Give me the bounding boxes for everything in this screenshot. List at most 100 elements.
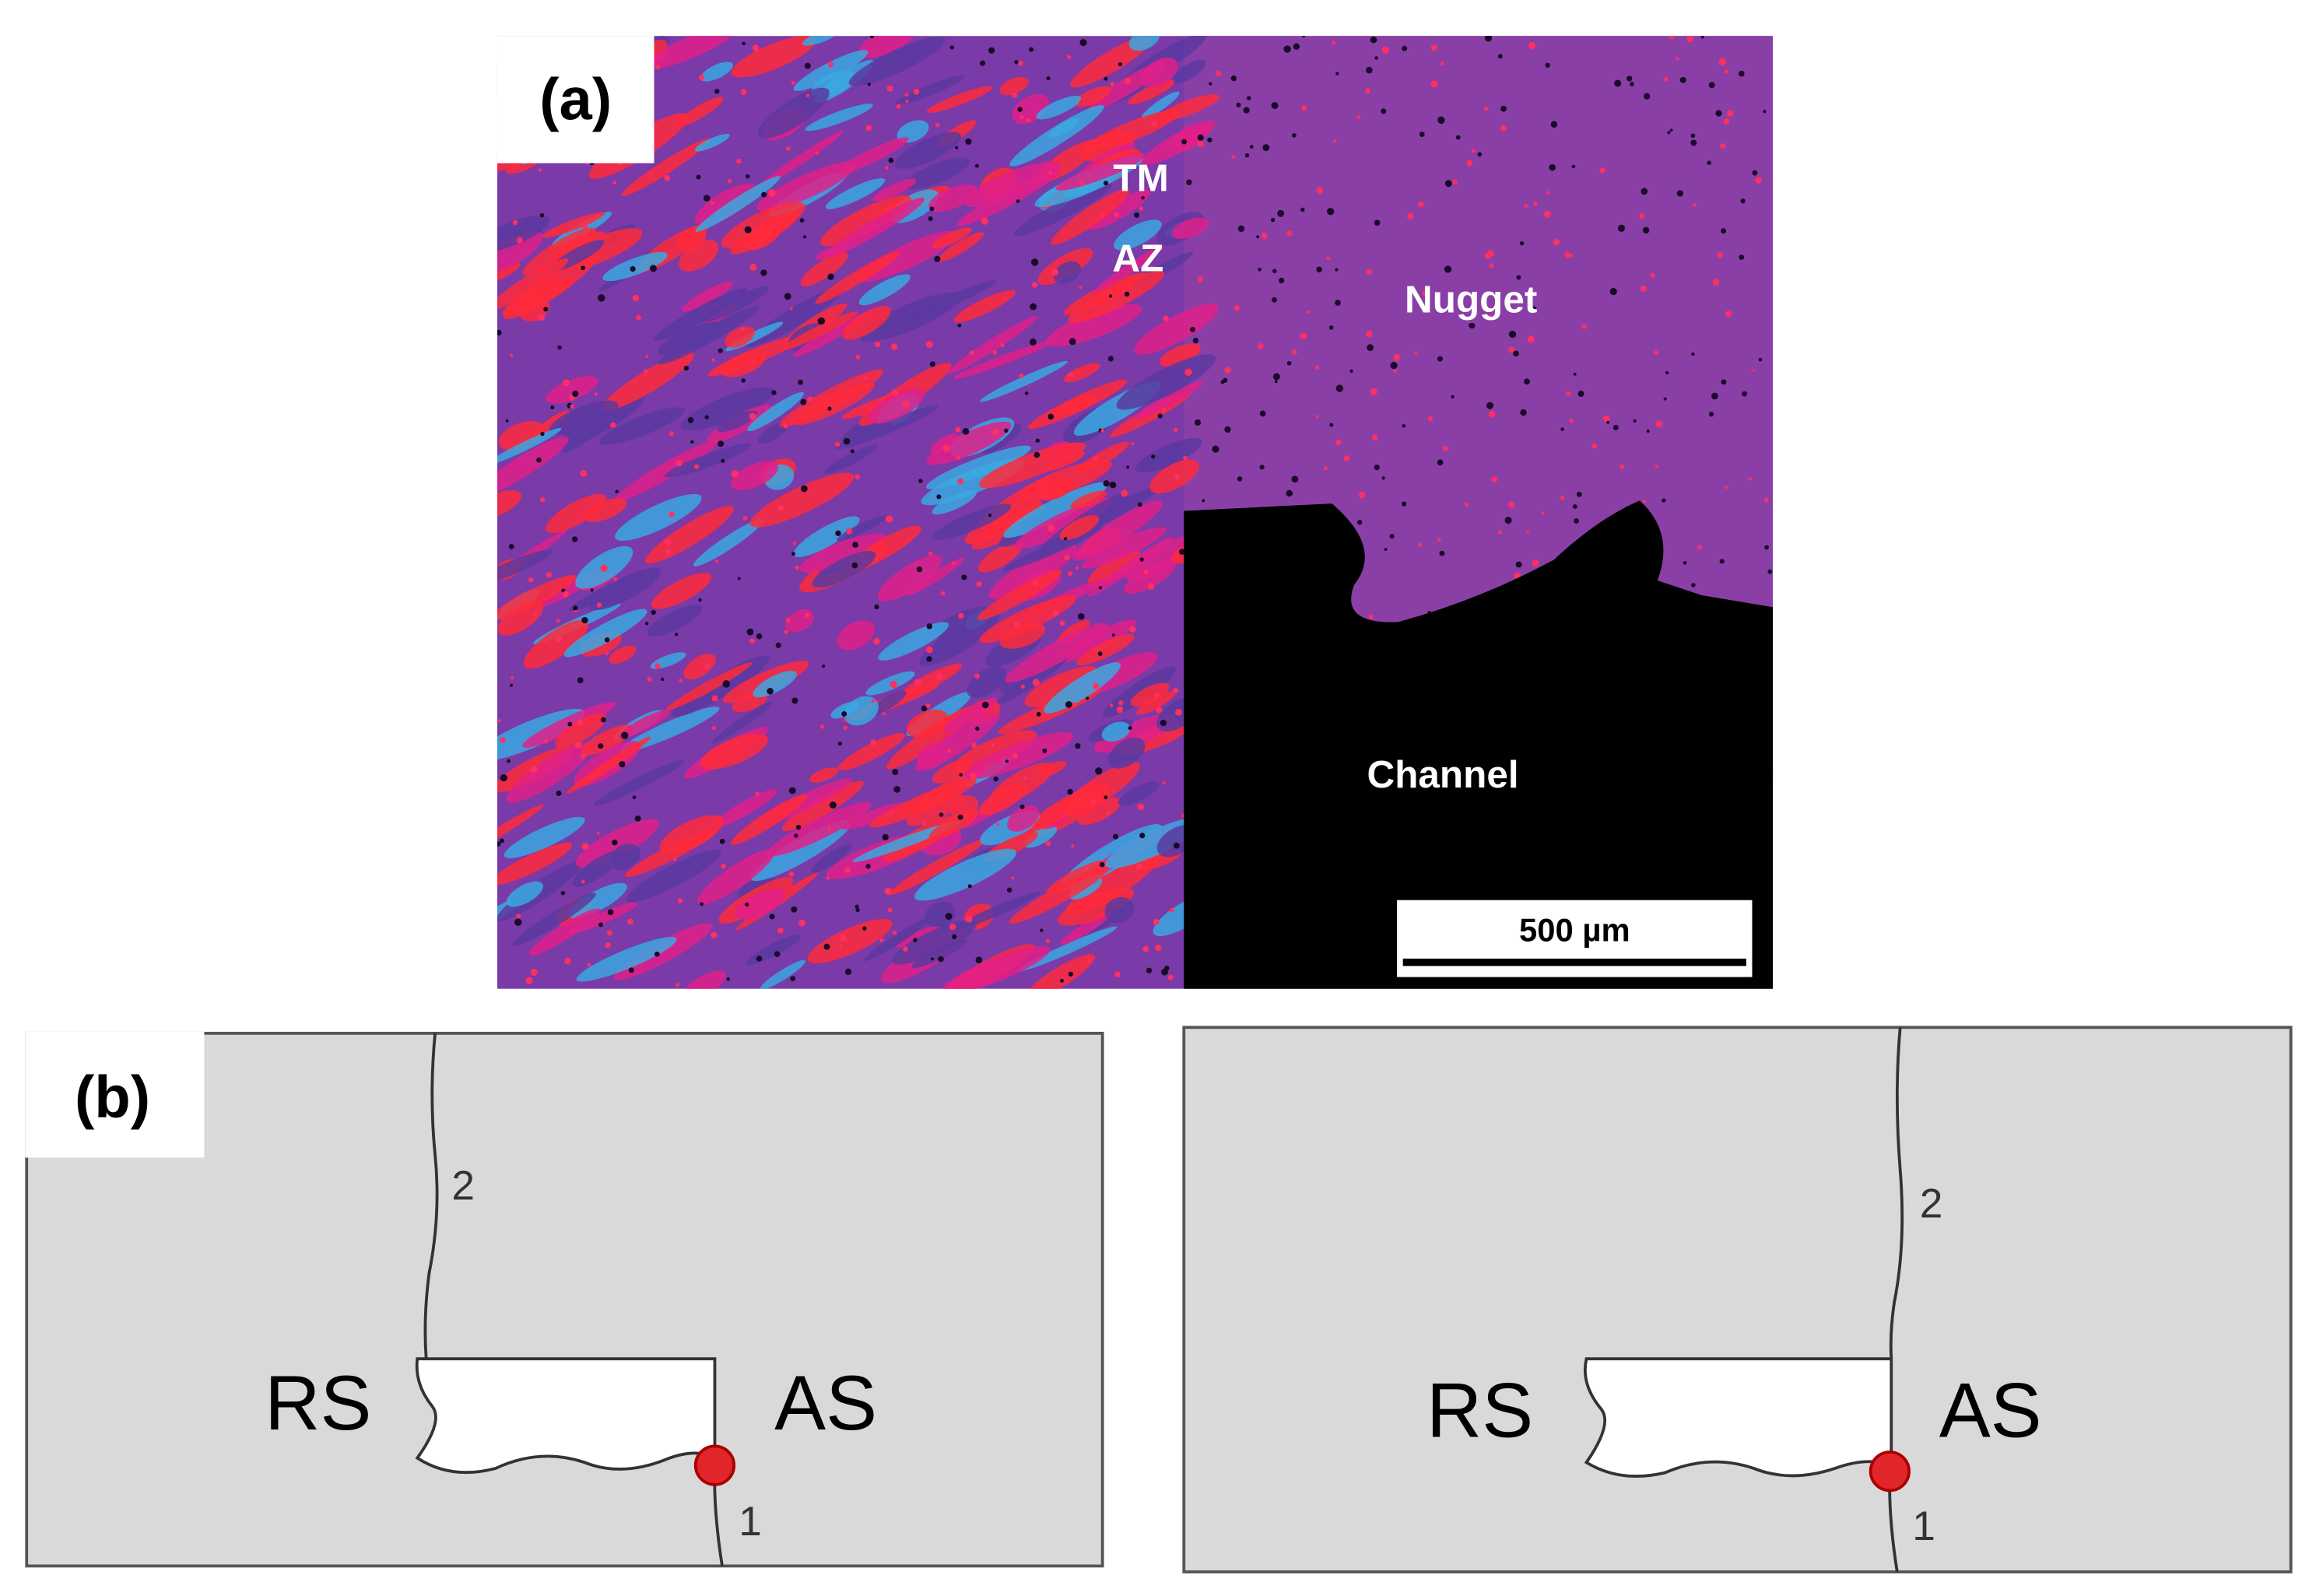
grain xyxy=(1049,118,1079,138)
grain xyxy=(1067,270,1165,324)
speck xyxy=(1541,511,1544,515)
speck xyxy=(1707,160,1711,165)
speck xyxy=(647,677,652,682)
grain xyxy=(664,443,752,478)
plate xyxy=(25,1031,1104,1568)
grain xyxy=(1036,760,1067,777)
speck xyxy=(958,612,964,619)
speck xyxy=(821,664,826,668)
speck xyxy=(827,273,834,280)
grain xyxy=(555,713,607,749)
speck xyxy=(1190,327,1195,332)
speck xyxy=(1067,570,1073,577)
speck xyxy=(1683,561,1687,565)
grain xyxy=(716,410,758,433)
speck xyxy=(1274,380,1278,384)
speck xyxy=(1013,620,1021,628)
speck xyxy=(768,189,776,197)
path-number: 1 xyxy=(1912,1503,1935,1549)
grain xyxy=(937,232,984,262)
grain xyxy=(562,430,593,453)
speck xyxy=(1484,106,1489,111)
speck xyxy=(1374,219,1381,226)
speck xyxy=(654,663,661,669)
speck xyxy=(1520,409,1527,416)
speck xyxy=(1183,455,1188,461)
speck xyxy=(855,907,860,913)
speck xyxy=(598,294,605,302)
speck xyxy=(740,327,746,331)
speck xyxy=(540,431,545,437)
speck xyxy=(1143,570,1149,575)
speck xyxy=(665,549,672,555)
speck xyxy=(1139,557,1144,562)
speck xyxy=(975,726,980,731)
speck xyxy=(1286,230,1293,237)
speck xyxy=(851,562,858,569)
speck xyxy=(1500,105,1507,112)
speck xyxy=(925,341,933,349)
grain xyxy=(583,498,627,522)
speck xyxy=(1224,426,1231,433)
grain xyxy=(1075,86,1111,107)
speck xyxy=(570,404,575,409)
speck xyxy=(1640,188,1648,195)
grain xyxy=(676,96,724,128)
speck xyxy=(892,769,899,776)
speck xyxy=(1691,583,1696,588)
speck xyxy=(771,390,777,395)
speck xyxy=(1370,36,1377,44)
speck xyxy=(1292,133,1297,138)
speck xyxy=(871,699,876,703)
speck xyxy=(845,868,850,872)
speck xyxy=(1209,82,1212,86)
speck xyxy=(606,930,612,936)
speck xyxy=(649,265,657,272)
speck xyxy=(777,505,784,511)
speck xyxy=(1052,610,1059,617)
speck xyxy=(581,223,588,230)
speck xyxy=(672,857,677,861)
speck xyxy=(1197,134,1204,141)
grain xyxy=(932,227,972,248)
speck xyxy=(1173,687,1179,693)
speck xyxy=(1437,356,1444,362)
speck xyxy=(1546,191,1549,195)
speck xyxy=(903,946,908,952)
grain xyxy=(844,696,879,726)
grain xyxy=(793,516,860,557)
speck xyxy=(632,795,637,800)
speck xyxy=(1068,971,1074,977)
speck xyxy=(1101,213,1105,217)
speck xyxy=(879,938,884,942)
speck xyxy=(1374,56,1378,60)
grain xyxy=(1107,737,1146,769)
speck xyxy=(1692,202,1697,207)
speck xyxy=(1697,545,1702,550)
grain xyxy=(557,395,644,449)
speck xyxy=(1514,572,1521,579)
speck xyxy=(1569,419,1574,423)
speck xyxy=(855,355,861,360)
grain xyxy=(895,132,962,170)
grain xyxy=(807,918,893,964)
speck xyxy=(675,633,679,637)
region-label: Channel xyxy=(1367,753,1519,796)
speck xyxy=(791,906,798,913)
speck xyxy=(1690,139,1697,146)
speck xyxy=(882,833,889,841)
grain xyxy=(497,574,577,621)
speck xyxy=(1550,121,1558,128)
speck xyxy=(1669,128,1673,132)
speck xyxy=(1315,415,1319,419)
grain xyxy=(1118,781,1160,806)
grain xyxy=(842,802,907,830)
speck xyxy=(1393,353,1401,361)
speck xyxy=(1444,180,1452,188)
speck xyxy=(755,791,760,796)
speck xyxy=(627,918,633,925)
speck xyxy=(867,82,871,86)
speck xyxy=(1572,504,1577,509)
speck xyxy=(512,219,518,226)
speck xyxy=(1655,465,1658,468)
